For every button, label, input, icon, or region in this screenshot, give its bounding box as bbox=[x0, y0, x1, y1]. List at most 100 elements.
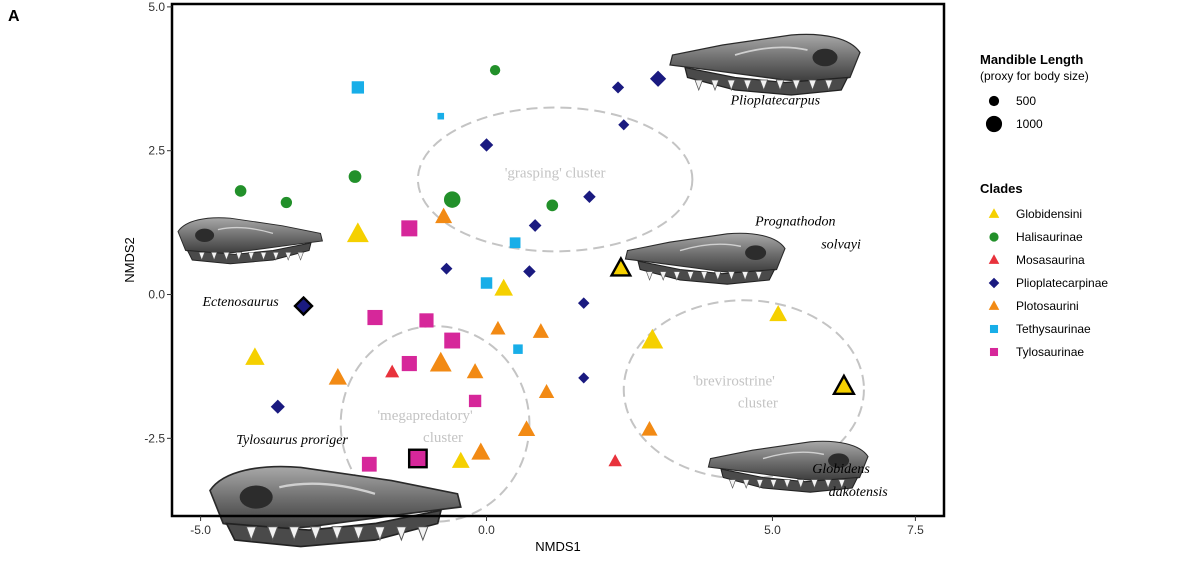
data-point-tylosaurinae bbox=[444, 332, 461, 349]
skull-tooth bbox=[288, 526, 300, 542]
skull-cranium bbox=[177, 217, 323, 255]
data-point-plotosaurini bbox=[517, 420, 536, 437]
taxon-label: Tylosaurus proriger bbox=[236, 433, 348, 448]
clade-legend-marker bbox=[988, 208, 1000, 218]
clade-legend-label: Tethysaurinae bbox=[1016, 322, 1091, 336]
skull-orbit bbox=[239, 485, 273, 509]
skull-cranium bbox=[624, 232, 786, 275]
skull-tooth bbox=[297, 252, 304, 261]
skull-tooth bbox=[272, 252, 280, 261]
data-point-halisaurinae bbox=[546, 199, 559, 212]
data-point-plioplatecarpinae bbox=[528, 219, 542, 232]
skull-tooth bbox=[838, 479, 846, 489]
skull-tooth bbox=[260, 252, 267, 261]
cluster-ellipse bbox=[339, 325, 531, 523]
data-point-globidensini bbox=[451, 451, 470, 468]
data-point-plioplatecarpinae bbox=[649, 70, 667, 87]
data-point-plotosaurini bbox=[435, 207, 453, 224]
skull-orbit bbox=[812, 48, 838, 67]
skull-tooth bbox=[700, 271, 708, 281]
skull-tooth bbox=[775, 79, 785, 92]
data-point-halisaurinae bbox=[348, 170, 362, 183]
data-point-plioplatecarpinae bbox=[440, 262, 453, 275]
skull-tooth bbox=[727, 271, 736, 281]
data-point-tylosaurinae bbox=[407, 448, 428, 469]
taxon-label: Globidens bbox=[812, 462, 870, 477]
skull-tooth bbox=[198, 252, 206, 261]
data-point-tylosaurinae bbox=[367, 309, 383, 326]
clades-legend-title: Clades bbox=[980, 181, 1023, 196]
data-point-plotosaurini bbox=[328, 368, 347, 385]
clade-legend-marker bbox=[989, 324, 999, 334]
data-point-plioplatecarpinae bbox=[270, 399, 285, 414]
skull-tooth bbox=[659, 271, 667, 281]
skull-tooth bbox=[686, 271, 695, 281]
skull-tooth bbox=[824, 479, 832, 489]
axes: -5.0 0.0 5.0 7.5 -2.5 0.0 2.5 5.0 NMDS1 NMDS2 bbox=[122, 0, 924, 554]
data-point-globidensini bbox=[831, 373, 856, 396]
data-point-plotosaurini bbox=[538, 384, 555, 398]
skull-tooth bbox=[743, 79, 752, 92]
skull-globidens bbox=[707, 440, 869, 493]
skull-illustrations bbox=[177, 33, 869, 548]
cluster-label-line: cluster bbox=[738, 395, 778, 411]
skull-highlight bbox=[679, 243, 742, 252]
skull-tooth bbox=[331, 526, 343, 542]
x-tick-label: 5.0 bbox=[764, 523, 781, 537]
x-tick-label: 0.0 bbox=[478, 523, 495, 537]
taxon-label: dakotensis bbox=[829, 485, 889, 500]
data-point-tylosaurinae bbox=[468, 394, 482, 408]
taxon-label: solvayi bbox=[821, 237, 861, 252]
taxon-label: Ectenosaurus bbox=[202, 295, 280, 310]
skull-orbit bbox=[195, 228, 215, 242]
data-point-plotosaurini bbox=[641, 420, 658, 436]
data-point-tethysaurinae bbox=[513, 344, 523, 354]
skull-tooth bbox=[808, 79, 817, 92]
skull-highlight bbox=[217, 226, 274, 235]
skull-tooth bbox=[235, 252, 243, 261]
skull-orbit bbox=[828, 453, 850, 469]
data-point-mosasaurina bbox=[385, 364, 400, 378]
skull-tooth bbox=[810, 479, 819, 489]
skull-tooth bbox=[352, 526, 365, 542]
skull-tooth bbox=[741, 271, 749, 281]
data-point-tylosaurinae bbox=[419, 313, 434, 328]
data-point-globidensini bbox=[769, 305, 788, 322]
data-point-plotosaurini bbox=[532, 323, 549, 338]
cluster-ellipse bbox=[416, 106, 694, 253]
data-point-plotosaurini bbox=[429, 351, 452, 372]
clade-legend-label: Plotosaurini bbox=[1016, 299, 1079, 313]
clade-legend-label: Mosasaurina bbox=[1016, 253, 1085, 267]
plot-border bbox=[170, 2, 946, 518]
annotations: Plioplatecarpus Prognathodon solvayi Ecteno… bbox=[202, 94, 889, 500]
skull-tooth bbox=[755, 271, 763, 281]
data-point-plioplatecarpinae bbox=[578, 372, 590, 384]
skull-tooth bbox=[791, 79, 801, 92]
skull-tooth bbox=[694, 79, 704, 92]
skull-tooth bbox=[374, 526, 386, 542]
data-point-halisaurinae bbox=[443, 191, 461, 208]
skull-tooth bbox=[824, 79, 834, 92]
panel-label: A bbox=[8, 8, 20, 25]
skull-orbit bbox=[745, 245, 767, 261]
skull-tooth bbox=[759, 79, 769, 92]
data-point-tethysaurinae bbox=[351, 81, 365, 94]
size-legend-title: Mandible Length bbox=[980, 52, 1083, 67]
skull-plioplatecarpus bbox=[669, 33, 861, 96]
clade-legend-label: Tylosaurinae bbox=[1016, 345, 1084, 359]
clade-legend-marker bbox=[988, 300, 1000, 310]
skull-ectenosaurus bbox=[177, 217, 323, 265]
taxon-label: Plioplatecarpus bbox=[730, 94, 821, 109]
skull-tooth bbox=[726, 79, 736, 92]
clade-legend-label: Plioplatecarpinae bbox=[1016, 276, 1108, 290]
data-point-plotosaurini bbox=[471, 442, 491, 460]
skull-highlight bbox=[762, 451, 825, 460]
y-tick-label: 2.5 bbox=[148, 144, 165, 158]
skull-tooth bbox=[797, 479, 805, 489]
x-tick-label: -5.0 bbox=[190, 523, 211, 537]
data-point-plioplatecarpinae bbox=[577, 297, 590, 309]
skull-cranium bbox=[669, 33, 861, 84]
cluster-label-line: 'megapredatory' bbox=[377, 408, 473, 424]
x-axis-title: NMDS1 bbox=[535, 539, 581, 554]
